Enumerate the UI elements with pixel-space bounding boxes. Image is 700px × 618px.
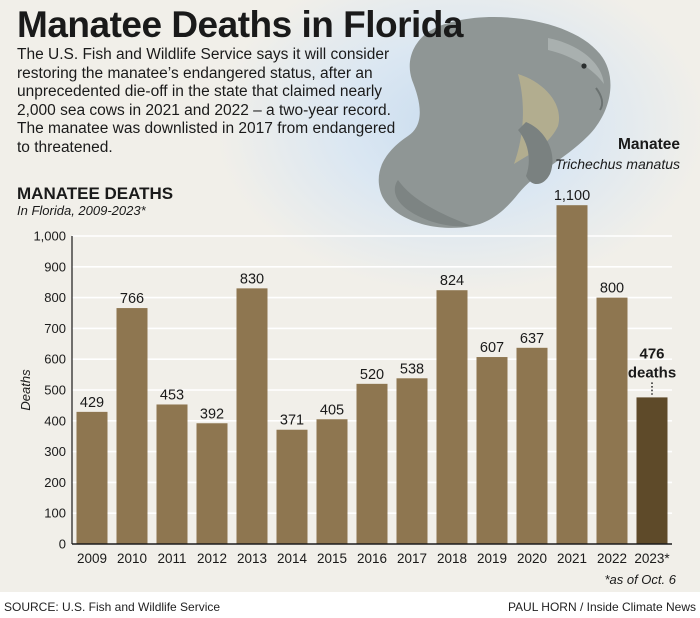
source-line: SOURCE: U.S. Fish and Wildlife Service — [4, 600, 221, 614]
bar — [516, 347, 548, 544]
bar — [236, 288, 268, 544]
species-caption: Manatee Trichechus manatus — [555, 136, 680, 172]
bar-value-label: 766 — [120, 291, 144, 307]
y-tick-label: 100 — [44, 506, 66, 521]
x-tick-label: 2022 — [597, 551, 627, 566]
bar — [636, 397, 668, 544]
intro-paragraph: The U.S. Fish and Wildlife Service says … — [17, 46, 396, 156]
bar — [476, 357, 508, 544]
manatee-illustration — [378, 16, 611, 228]
x-tick-label: 2010 — [117, 551, 147, 566]
species-scientific-name: Trichechus manatus — [554, 156, 680, 172]
y-tick-label: 900 — [44, 259, 66, 274]
bar-chart: 0 100 200 300 400 500 600 700 800 900 1,000 Deaths 4… — [18, 188, 676, 566]
bar — [396, 378, 428, 544]
bar-value-label: 392 — [200, 406, 224, 422]
highlight-value-label: 476 — [639, 345, 664, 362]
bar-value-label: 453 — [160, 387, 184, 403]
bar — [356, 383, 388, 544]
bar-value-label: 800 — [600, 281, 624, 297]
species-common-name: Manatee — [617, 136, 680, 153]
x-tick-label: 2013 — [237, 551, 267, 566]
bar-value-label: 429 — [80, 395, 104, 411]
y-tick-label: 0 — [59, 537, 66, 552]
bar — [116, 308, 148, 544]
credit-line: PAUL HORN / Inside Climate News — [507, 600, 696, 614]
bar-value-label: 371 — [280, 413, 304, 429]
bar — [156, 404, 188, 544]
y-axis-title: Deaths — [18, 369, 33, 411]
chart-title: MANATEE DEATHS — [17, 184, 174, 203]
bar-value-label: 637 — [520, 331, 544, 347]
bar-value-label: 405 — [320, 402, 344, 418]
bar-value-label: 1,100 — [554, 188, 590, 204]
bar — [596, 297, 628, 544]
bar-value-label: 538 — [400, 361, 424, 377]
x-tick-label: 2015 — [317, 551, 347, 566]
bar — [196, 423, 228, 544]
x-tick-label: 2012 — [197, 551, 227, 566]
y-tick-label: 600 — [44, 352, 66, 367]
y-tick-label: 800 — [44, 290, 66, 305]
bar-value-label: 520 — [360, 367, 384, 383]
x-tick-label: 2018 — [437, 551, 467, 566]
bar-value-label: 607 — [480, 340, 504, 356]
bar — [76, 411, 108, 544]
x-tick-label: 2014 — [277, 551, 308, 566]
page-title: Manatee Deaths in Florida — [17, 4, 464, 45]
x-tick-label: 2019 — [477, 551, 507, 566]
bar — [436, 290, 468, 544]
bar-value-label: 824 — [440, 273, 464, 289]
bar-value-label: 830 — [240, 271, 264, 287]
x-tick-label: 2023* — [634, 551, 670, 566]
highlight-unit-label: deaths — [628, 364, 676, 381]
chart-subtitle: In Florida, 2009-2023* — [17, 203, 146, 218]
y-tick-label: 1,000 — [33, 229, 66, 244]
y-tick-label: 300 — [44, 444, 66, 459]
bar — [316, 419, 348, 544]
x-tick-label: 2009 — [77, 551, 107, 566]
x-tick-label: 2021 — [557, 551, 587, 566]
footnote: *as of Oct. 6 — [604, 572, 676, 587]
x-tick-label: 2016 — [357, 551, 387, 566]
y-tick-label: 500 — [44, 383, 66, 398]
bar — [556, 205, 588, 544]
y-tick-label: 200 — [44, 475, 66, 490]
y-tick-label: 400 — [44, 413, 66, 428]
y-tick-label: 700 — [44, 321, 66, 336]
x-tick-label: 2020 — [517, 551, 547, 566]
x-tick-label: 2011 — [157, 551, 186, 566]
bar — [276, 429, 308, 544]
x-tick-label: 2017 — [397, 551, 427, 566]
